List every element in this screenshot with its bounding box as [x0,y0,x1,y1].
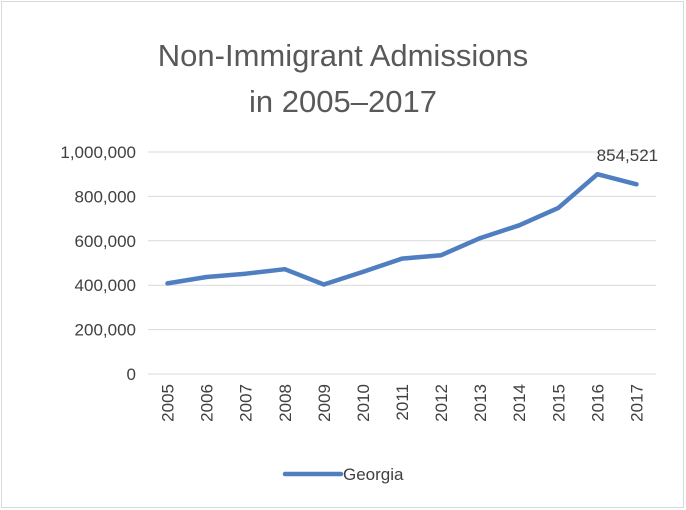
x-axis-tick-labels: 2005 2006 2007 2008 2009 2010 2011 2012 2013 2014… [159,384,647,422]
legend-label-georgia[interactable]: Georgia [343,465,404,484]
data-point [517,223,522,228]
x-tick-label: 2011 [393,384,412,421]
x-tick-label: 2008 [276,384,295,422]
data-point [634,182,639,187]
x-tick-label: 2012 [432,384,451,422]
y-tick-label: 400,000 [75,276,136,295]
x-tick-label: 2007 [237,384,256,422]
x-tick-label: 2013 [471,384,490,422]
x-tick-label: 2016 [588,384,607,422]
y-tick-label: 600,000 [75,232,136,251]
series-lines [165,171,639,287]
x-tick-label: 2006 [198,384,217,422]
x-tick-label: 2010 [354,384,373,422]
x-tick-label: 2005 [159,384,178,422]
chart-title-line-2: in 2005–2017 [249,84,437,119]
data-point [321,282,326,287]
data-point [360,269,365,274]
y-tick-label: 800,000 [75,187,136,206]
data-point [204,274,209,279]
data-labels: 854,521 [597,146,658,165]
y-tick-label: 0 [127,365,136,384]
data-point [400,256,404,261]
x-tick-label: 2014 [510,384,529,422]
data-point [165,281,170,286]
gridlines [148,151,656,375]
data-point [478,236,483,241]
x-tick-label: 2017 [627,384,646,422]
x-tick-label: 2015 [549,384,568,422]
series-line-georgia [165,171,639,287]
data-point [243,271,248,276]
y-tick-label: 200,000 [75,321,136,340]
data-point [556,205,561,210]
x-tick-label: 2009 [315,384,334,422]
data-point [282,267,287,272]
data-point [439,253,444,258]
y-tick-label: 1,000,000 [60,143,136,162]
chart-title-line-1: Non-Immigrant Admissions [158,38,528,73]
data-point [595,172,600,177]
data-label: 854,521 [597,146,658,165]
y-axis-tick-labels: 0 200,000 400,000 600,000 800,000 1,000,000 [60,143,136,384]
legend[interactable]: Georgia [282,465,404,484]
